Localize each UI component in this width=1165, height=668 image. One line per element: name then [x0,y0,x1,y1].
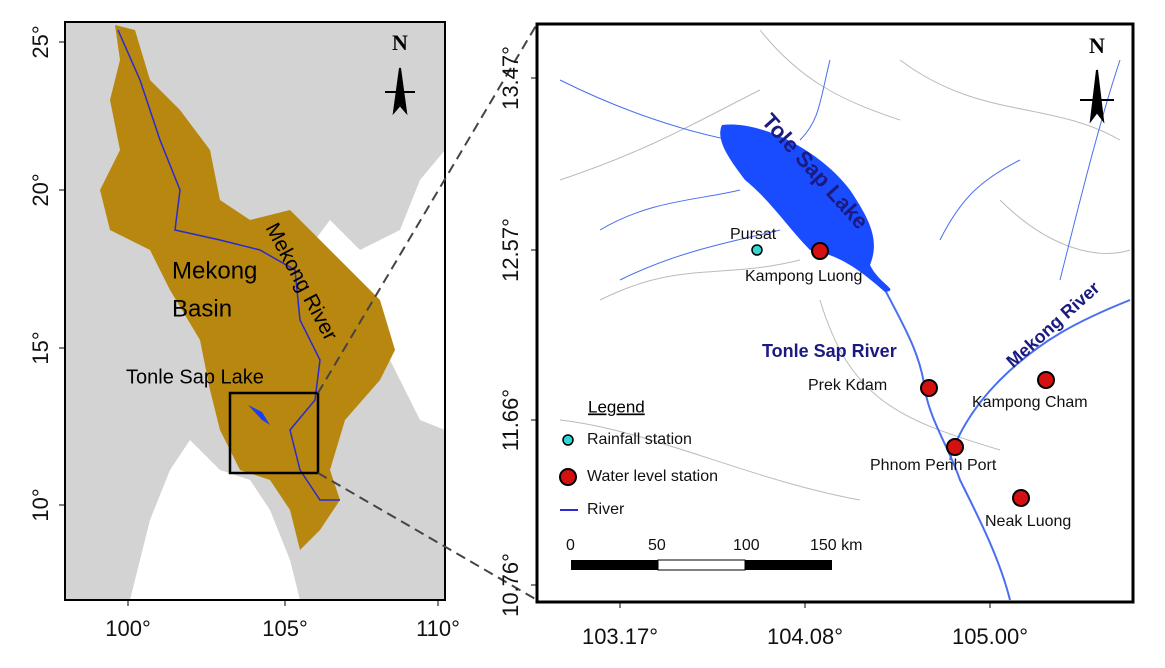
river-label: Tonle Sap River [762,341,897,361]
water-level-station [920,379,938,397]
station-label: Phnom Penh Port [870,457,997,474]
mekong-basin [100,25,395,550]
lake-label: Tonle Sap Lake [126,366,264,388]
connector [317,472,538,601]
scale-segment [657,559,746,571]
map-background [537,24,1133,602]
y-tick-label: 20° [28,173,53,206]
north-arrow [1080,69,1114,124]
y-tick-label: 10.76° [498,553,523,617]
station-label: Kampong Cham [972,394,1088,411]
tonle-sap-lake [248,405,270,425]
x-tick-label: 110° [416,616,460,641]
rainfall-station [751,244,763,256]
station-label: Kampong Luong [745,268,862,285]
x-tick-label: 105.00° [952,624,1028,649]
scale-segment [745,560,832,570]
basin-label: Basin [172,295,232,322]
legend-symbol [559,468,577,486]
scale-label: 100 [733,537,760,554]
right-axes: 13.47° 12.57° 11.66° 10.76° 103.17° 104.08° 10… [498,46,1028,649]
water-level-station [1037,371,1055,389]
x-tick-label: 100° [105,616,151,641]
water-level-station [946,438,964,456]
y-tick-label: 10° [28,488,53,521]
tonle-sap-lake [720,124,891,293]
station-label: Prek Kdam [808,377,887,394]
boundaries [559,29,1131,501]
legend-item: Rainfall station [587,431,692,448]
north-label: N [392,30,408,55]
frame [64,21,446,601]
right-map: N Tole Sap Lake Tonle Sap River Mekong R… [535,22,1135,604]
north-label: N [1089,33,1105,58]
y-tick-label: 12.57° [498,218,523,282]
y-tick-label: 15° [28,331,53,364]
y-tick-label: 11.66° [498,389,523,451]
y-tick-label: 25° [28,25,53,58]
rivers [559,59,1131,601]
left-map: N Mekong Basin Mekong River Tonle Sap La… [64,21,446,601]
north-arrow [385,67,415,116]
scale-label: 50 [648,537,666,554]
legend-symbol [562,434,574,446]
legend-item: River [587,501,625,518]
station-label: Pursat [730,226,777,243]
scale-label: 150 km [810,537,862,554]
y-tick-label: 13.47° [498,46,523,110]
left-axes: 25° 20° 15° 10° 100° 105° 110° [28,25,460,640]
x-tick-label: 103.17° [582,624,658,649]
water-level-station [811,242,829,260]
legend-title: Legend [588,397,645,416]
mekong-river [117,29,340,501]
scale-label: 0 [566,537,575,554]
scale-segment [571,560,658,570]
station-label: Neak Luong [985,513,1071,530]
frame [535,22,1135,604]
x-tick-label: 105° [262,616,308,641]
connector [317,23,538,394]
inset-box [228,391,320,475]
basin-label: Mekong [172,257,257,284]
legend-item: Water level station [587,468,718,485]
x-tick-label: 104.08° [767,624,843,649]
water-level-station [1012,489,1030,507]
